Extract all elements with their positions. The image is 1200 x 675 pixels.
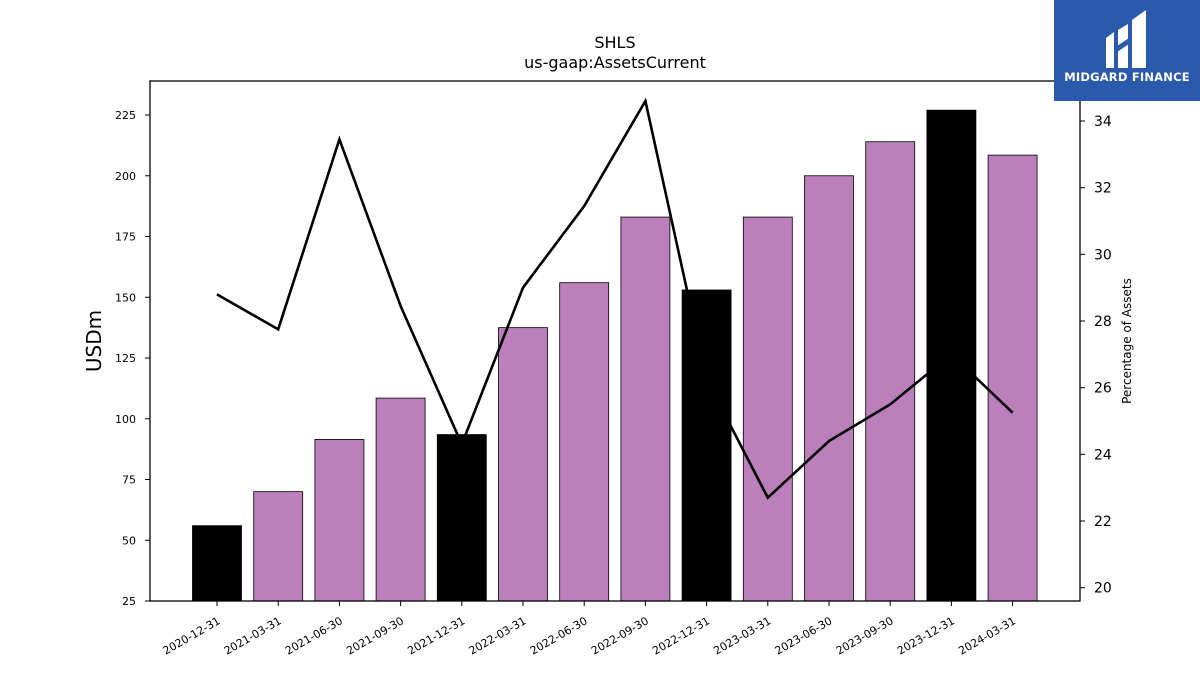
y-tick-label: 25 <box>122 595 136 608</box>
y2-axis-label: Percentage of Assets <box>1120 278 1134 404</box>
chart-title: SHLS <box>594 33 635 52</box>
y2-tick-label: 32 <box>1094 181 1112 197</box>
x-tick-label: 2023-06-30 <box>773 614 835 657</box>
x-tick-label: 2021-12-31 <box>405 614 467 657</box>
bar <box>192 525 242 602</box>
bar <box>804 175 854 602</box>
x-tick-label: 2020-12-31 <box>161 614 223 657</box>
x-tick-label: 2022-09-30 <box>589 614 651 657</box>
x-tick-label: 2022-03-31 <box>467 614 529 657</box>
x-tick-label: 2021-03-31 <box>222 614 284 657</box>
midgard-logo-icon <box>1106 10 1146 68</box>
percentage-line <box>216 97 1014 500</box>
bar <box>742 216 793 602</box>
x-tick-label: 2023-03-31 <box>711 614 773 657</box>
y2-tick-label: 24 <box>1094 447 1112 463</box>
y-tick-label: 50 <box>122 534 136 547</box>
bar <box>253 491 304 602</box>
y-tick-label: 100 <box>115 413 136 426</box>
y2-tick-label: 28 <box>1094 314 1112 330</box>
bar <box>559 282 610 602</box>
x-tick-label: 2022-06-30 <box>528 614 590 657</box>
y2-tick-label: 26 <box>1094 381 1112 397</box>
x-tick-label: 2021-09-30 <box>344 614 406 657</box>
x-tick-label: 2022-12-31 <box>650 614 712 657</box>
y-tick-label: 200 <box>115 170 136 183</box>
y2-tick-label: 22 <box>1094 514 1112 530</box>
bar <box>681 289 732 602</box>
bar <box>375 397 426 602</box>
midgard-finance-logo: MIDGARD FINANCE <box>1054 0 1200 101</box>
bar <box>620 216 671 602</box>
y-tick-label: 150 <box>115 291 136 304</box>
logo-text: MIDGARD FINANCE <box>1064 70 1190 84</box>
x-tick-label: 2024-03-31 <box>956 614 1018 657</box>
bar <box>436 434 487 602</box>
y-tick-label: 175 <box>115 231 136 244</box>
y2-tick-label: 34 <box>1094 114 1112 130</box>
x-tick-label: 2023-09-30 <box>834 614 896 657</box>
plot-frame <box>149 80 1081 602</box>
y-axis-label: USDm <box>82 310 106 372</box>
bar <box>865 141 916 602</box>
y-tick-label: 125 <box>115 352 136 365</box>
x-tick-label: 2023-12-31 <box>895 614 957 657</box>
chart-subtitle: us-gaap:AssetsCurrent <box>524 53 706 72</box>
y2-tick-label: 30 <box>1094 247 1112 263</box>
bar <box>314 439 365 602</box>
y-tick-label: 75 <box>122 474 136 487</box>
x-tick-label: 2021-06-30 <box>283 614 345 657</box>
bar <box>987 154 1038 602</box>
y-tick-label: 225 <box>115 109 136 122</box>
y2-tick-label: 20 <box>1094 581 1112 597</box>
bar <box>498 327 548 602</box>
